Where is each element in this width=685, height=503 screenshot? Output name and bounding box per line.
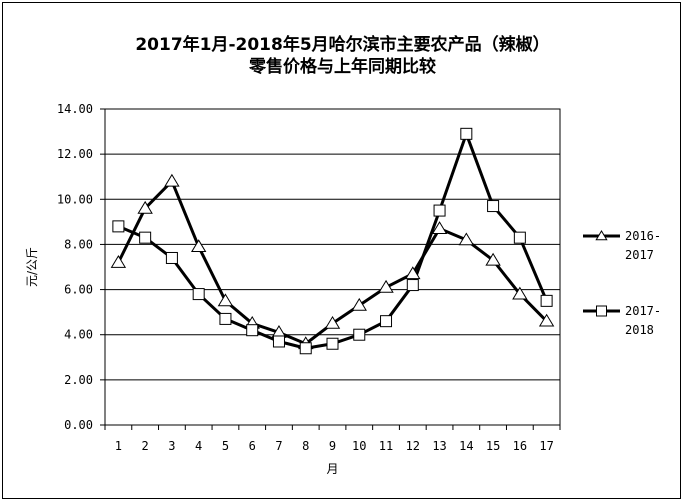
legend-label: 2017-	[625, 304, 661, 318]
point-2017-2018	[272, 335, 285, 348]
point-2017-2018	[165, 251, 178, 264]
legend-label: 2018	[625, 323, 654, 337]
x-tick-label: 12	[406, 439, 420, 453]
y-tick-label: 2.00	[64, 373, 93, 387]
y-tick-label: 6.00	[64, 283, 93, 297]
point-2017-2018	[487, 200, 500, 213]
point-2017-2018	[326, 337, 339, 350]
x-tick-label: 16	[513, 439, 527, 453]
point-2017-2018	[112, 220, 125, 233]
point-2016-2017	[431, 221, 448, 235]
x-tick-label: 1	[115, 439, 122, 453]
point-2017-2018	[433, 204, 446, 217]
x-tick-label: 7	[275, 439, 282, 453]
point-2017-2018	[406, 279, 419, 292]
x-tick-label: 9	[329, 439, 336, 453]
legend-label: 2017	[625, 248, 654, 262]
point-2017-2018	[513, 231, 526, 244]
point-2016-2017	[538, 313, 555, 327]
point-2016-2017	[190, 239, 207, 253]
y-tick-label: 4.00	[64, 328, 93, 342]
point-2017-2018	[460, 127, 473, 140]
x-tick-label: 11	[379, 439, 393, 453]
point-2016-2017	[110, 255, 127, 268]
point-2017-2018	[353, 328, 366, 341]
point-2017-2018	[540, 294, 553, 307]
x-tick-label: 13	[432, 439, 446, 453]
x-tick-label: 14	[459, 439, 473, 453]
x-tick-label: 3	[168, 439, 175, 453]
x-axis-title: 月	[326, 462, 338, 476]
x-tick-label: 8	[302, 439, 309, 453]
y-tick-label: 0.00	[64, 418, 93, 432]
plot-area	[104, 108, 561, 426]
x-tick-label: 6	[249, 439, 256, 453]
y-tick-label: 12.00	[57, 147, 93, 161]
x-tick-label: 10	[352, 439, 366, 453]
point-2016-2017	[351, 297, 367, 311]
x-tick-label: 17	[539, 439, 553, 453]
legend-marker	[595, 230, 608, 241]
x-tick-label: 2	[142, 439, 149, 453]
legend-label: 2016-	[625, 229, 661, 243]
point-2016-2017	[512, 286, 528, 300]
point-2016-2017	[164, 173, 180, 187]
point-2017-2018	[246, 324, 259, 337]
y-tick-label: 10.00	[57, 192, 93, 206]
point-2017-2018	[299, 342, 312, 355]
y-tick-label: 14.00	[57, 102, 93, 116]
point-2017-2018	[139, 231, 152, 244]
point-2016-2017	[485, 252, 501, 266]
point-2016-2017	[458, 232, 475, 246]
point-2016-2017	[137, 200, 153, 214]
point-2017-2018	[192, 288, 205, 301]
legend-marker	[596, 305, 607, 317]
point-2016-2017	[217, 293, 234, 307]
point-2017-2018	[380, 315, 393, 328]
point-2016-2017	[378, 279, 394, 293]
x-tick-label: 5	[222, 439, 229, 453]
x-tick-label: 4	[195, 439, 202, 453]
point-2017-2018	[219, 312, 232, 325]
x-tick-label: 15	[486, 439, 500, 453]
y-axis-title: 元/公斤	[25, 247, 39, 287]
chart-frame	[2, 2, 681, 499]
chart-subtitle: 零售价格与上年同期比较	[249, 57, 436, 77]
chart-title: 2017年1月-2018年5月哈尔滨市主要农产品（辣椒）	[135, 35, 550, 55]
point-2016-2017	[405, 266, 421, 280]
point-2016-2017	[324, 315, 341, 329]
y-tick-label: 8.00	[64, 237, 93, 251]
